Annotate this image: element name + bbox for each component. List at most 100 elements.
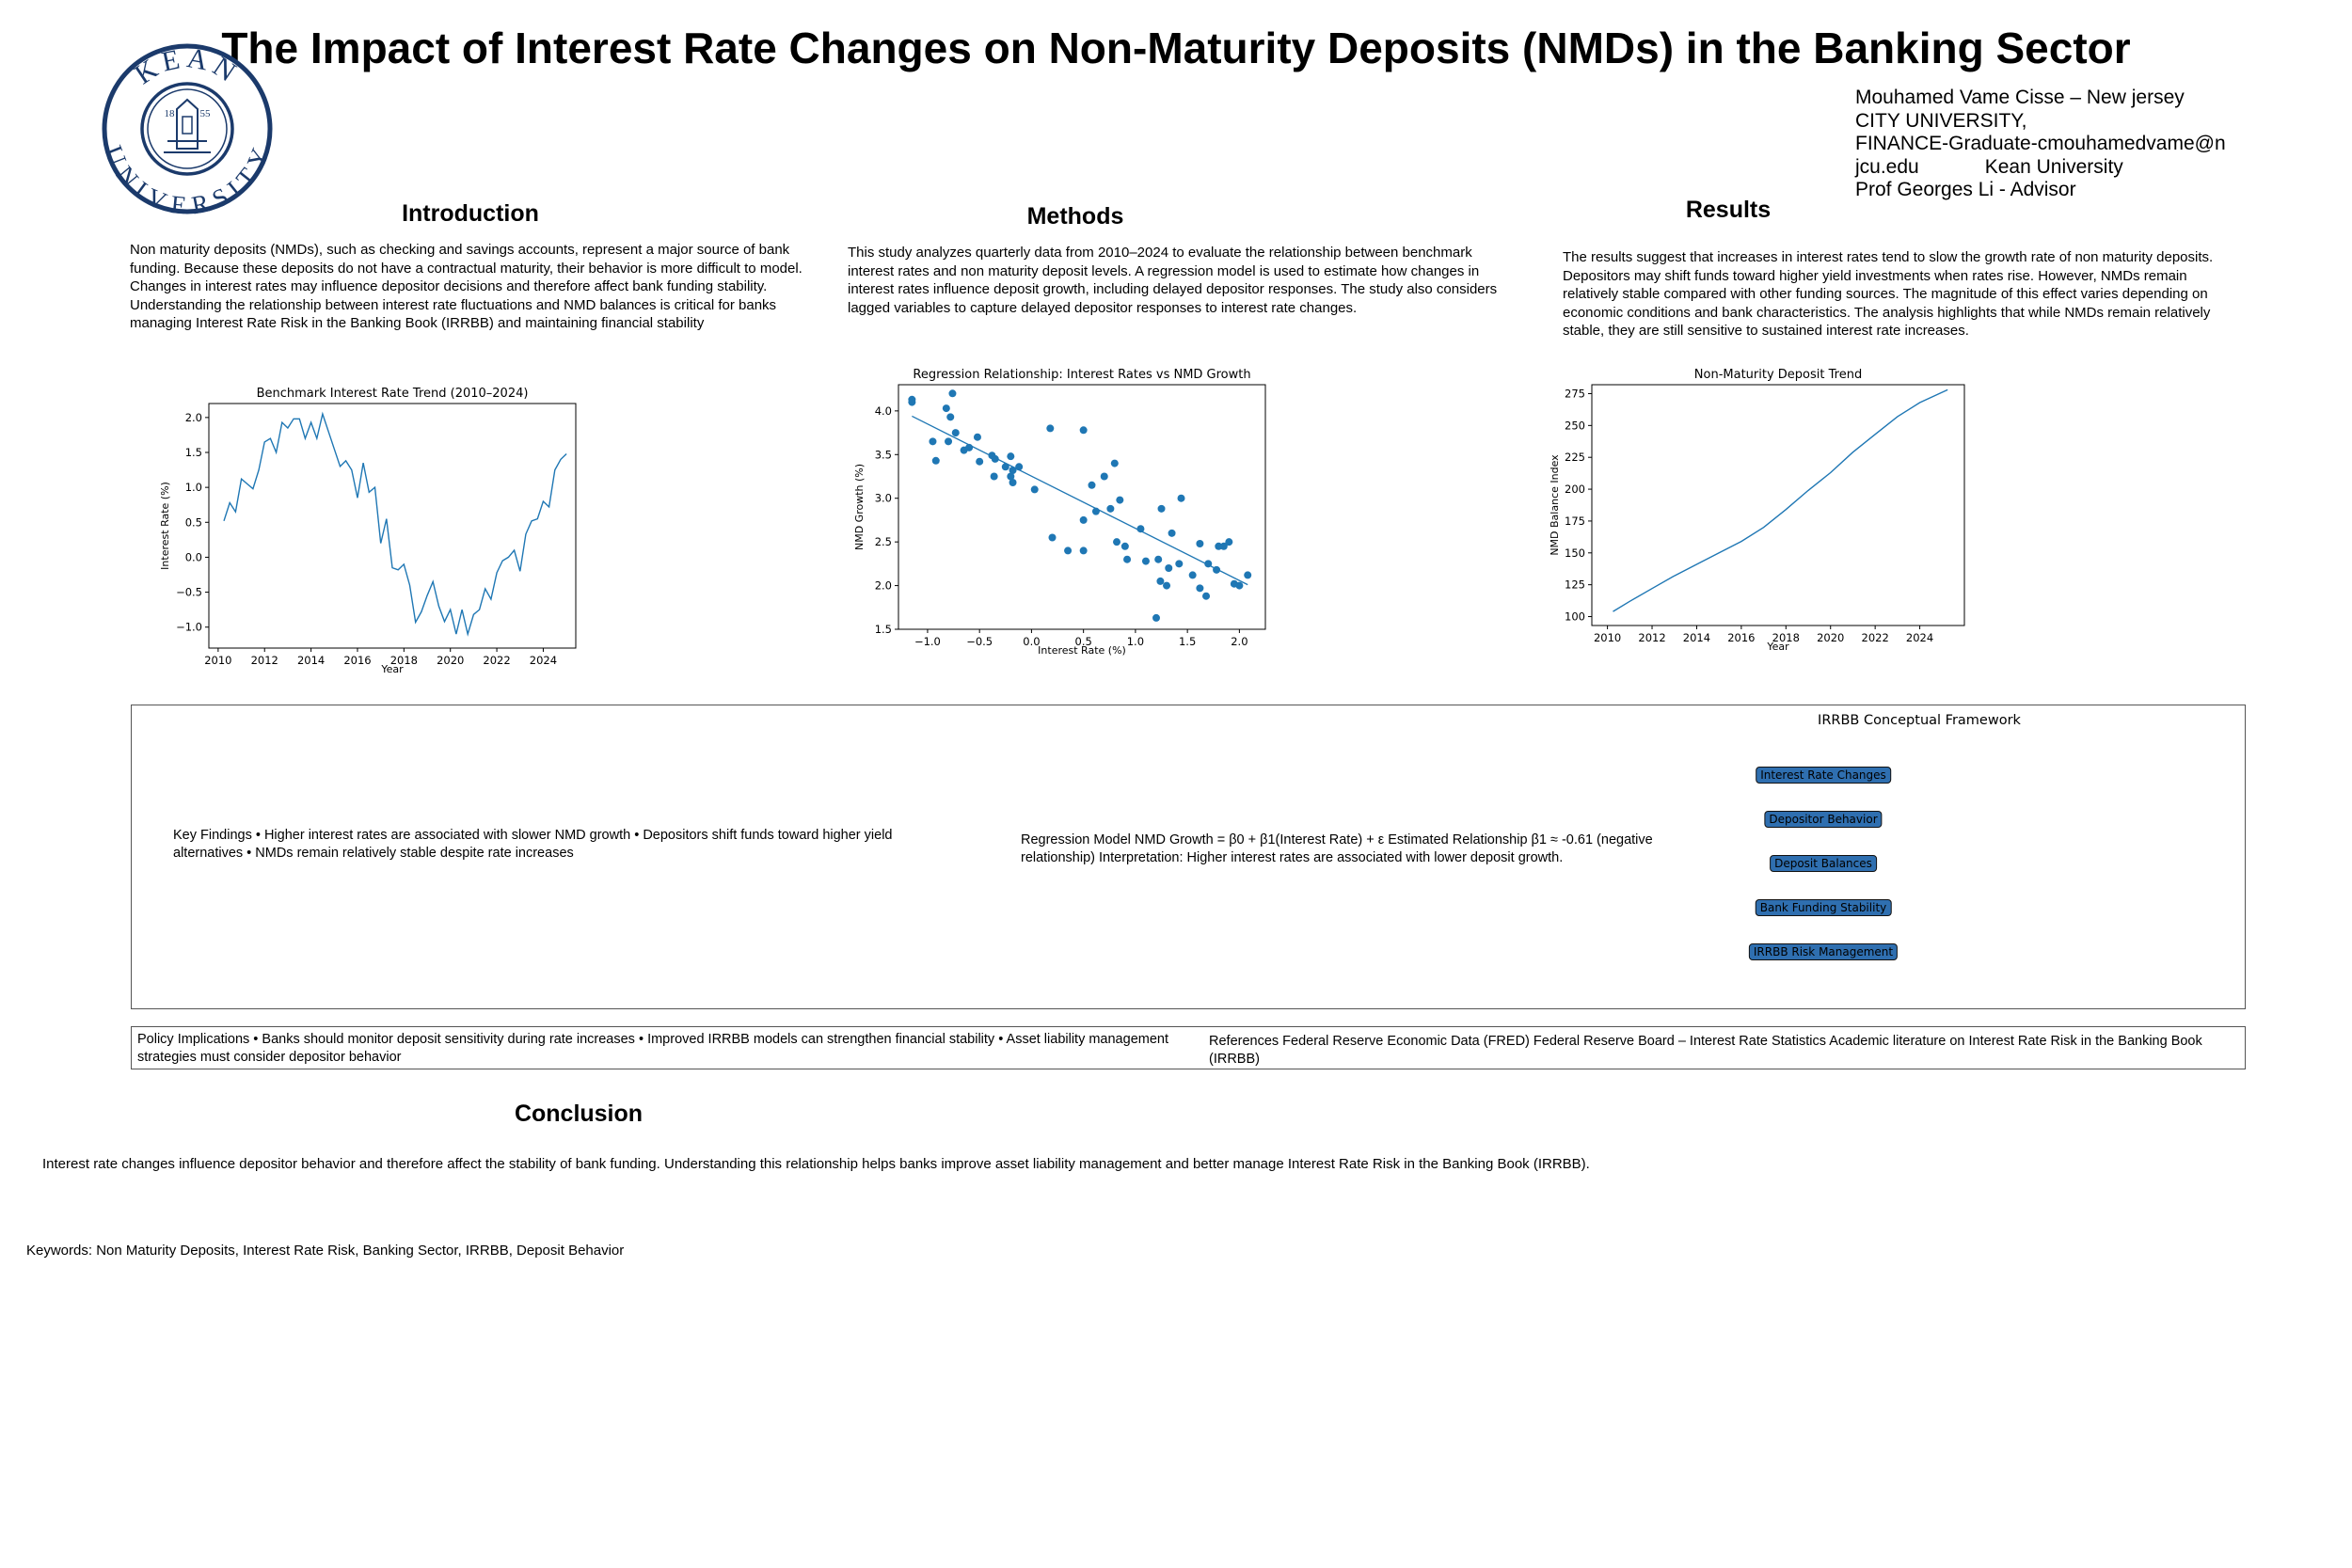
x-tick-label: 0.5: [1075, 635, 1092, 648]
y-tick-label: 0.0: [185, 550, 202, 563]
regression-scatter-chart: Regression Relationship: Interest Rates …: [853, 368, 1266, 657]
author-info: Mouhamed Vame Cisse – New jersey CITY UN…: [1855, 87, 2269, 202]
y-tick-label: 3.5: [875, 448, 892, 461]
chart-title: Regression Relationship: Interest Rates …: [913, 368, 1250, 382]
x-tick-label: 1.5: [1179, 635, 1196, 648]
scatter-point: [1177, 494, 1185, 502]
author-line: CITY UNIVERSITY,: [1855, 109, 2027, 132]
x-tick-label: 2012: [251, 654, 278, 667]
scatter-point: [1156, 577, 1165, 585]
x-tick-label: 2016: [343, 654, 371, 667]
x-tick-label: 2018: [390, 654, 418, 667]
y-tick-label: 250: [1565, 419, 1585, 432]
y-tick-label: 1.5: [185, 446, 202, 459]
y-tick-label: 1.0: [185, 481, 202, 494]
scatter-point: [1157, 504, 1166, 513]
scatter-point: [1163, 581, 1171, 590]
interest-rate-trend-chart: Benchmark Interest Rate Trend (2010–2024…: [159, 387, 577, 675]
scatter-point: [1188, 571, 1197, 579]
framework-box-interest-rate-changes: Interest Rate Changes: [1756, 767, 1891, 784]
scatter-point: [1106, 504, 1115, 513]
results-text: The results suggest that increases in in…: [1563, 249, 2214, 340]
y-tick-label: 175: [1565, 515, 1585, 528]
scatter-point: [908, 398, 916, 406]
scatter-point: [1048, 533, 1057, 542]
author-line: FINANCE-Graduate-cmouhamedvame@n: [1855, 133, 2226, 154]
x-axis-label: Year: [380, 663, 404, 675]
introduction-text: Non maturity deposits (NMDs), such as ch…: [130, 242, 803, 332]
x-tick-label: 2022: [1862, 631, 1889, 644]
framework-box-depositor-behavior: Depositor Behavior: [1764, 811, 1883, 828]
scatter-point: [929, 437, 937, 446]
scatter-point: [1088, 481, 1096, 489]
svg-text:18: 18: [165, 108, 176, 119]
author-line: Prof Georges Li - Advisor: [1855, 179, 2076, 200]
keywords-text: Keywords: Non Maturity Deposits, Interes…: [26, 1243, 625, 1259]
scatter-point: [951, 429, 960, 437]
conclusion-heading: Conclusion: [514, 1101, 644, 1127]
scatter-point: [1215, 542, 1223, 550]
scatter-point: [1204, 560, 1213, 568]
y-tick-label: 0.5: [185, 515, 202, 529]
x-tick-label: 2018: [1772, 631, 1800, 644]
scatter-point: [1015, 463, 1024, 471]
x-tick-label: 2022: [483, 654, 510, 667]
x-tick-label: 2014: [297, 654, 325, 667]
x-tick-label: 2024: [530, 654, 557, 667]
scatter-point: [1079, 515, 1088, 524]
scatter-point: [1202, 592, 1211, 600]
scatter-point: [1123, 555, 1132, 563]
scatter-point: [1244, 571, 1252, 579]
scatter-point: [1120, 542, 1129, 550]
framework-box-deposit-balances: Deposit Balances: [1770, 855, 1877, 872]
methods-text: This study analyzes quarterly data from …: [848, 245, 1498, 316]
scatter-point: [991, 454, 999, 463]
scatter-point: [948, 389, 957, 398]
framework-title: IRRBB Conceptual Framework: [1818, 713, 2021, 728]
scatter-point: [1100, 472, 1108, 481]
x-tick-label: 2020: [437, 654, 464, 667]
scatter-point: [1110, 459, 1119, 467]
scatter-point: [1007, 452, 1015, 461]
methods-heading: Methods: [1026, 203, 1124, 230]
scatter-point: [1219, 542, 1228, 550]
scatter-point: [1046, 424, 1055, 433]
references-text: References Federal Reserve Economic Data…: [1209, 1034, 2202, 1067]
scatter-point: [1009, 467, 1017, 474]
x-tick-label: 2020: [1817, 631, 1844, 644]
scatter-point: [1225, 538, 1233, 546]
key-findings-text: Key Findings • Higher interest rates are…: [173, 828, 893, 861]
x-tick-label: 2012: [1638, 631, 1665, 644]
scatter-point: [1136, 525, 1145, 533]
y-tick-label: −0.5: [176, 586, 202, 599]
y-tick-label: 225: [1565, 451, 1585, 464]
kean-university-seal-logo: KEAN UNIVERSITY 18 55: [102, 43, 273, 214]
svg-text:55: 55: [200, 108, 212, 119]
y-tick-label: 275: [1565, 387, 1585, 400]
x-tick-label: 2010: [204, 654, 231, 667]
scatter-point: [1196, 584, 1204, 593]
scatter-point: [1154, 555, 1163, 563]
chart-title: Non-Maturity Deposit Trend: [1694, 368, 1862, 382]
x-tick-label: 2016: [1727, 631, 1755, 644]
scatter-point: [1009, 479, 1017, 486]
y-tick-label: 100: [1565, 610, 1585, 624]
scatter-point: [945, 437, 953, 446]
y-tick-label: 3.0: [875, 492, 892, 505]
y-tick-label: 2.5: [875, 535, 892, 548]
scatter-point: [1113, 538, 1121, 546]
y-tick-label: 150: [1565, 546, 1585, 560]
results-heading: Results: [1685, 197, 1772, 223]
y-axis-label: NMD Balance Index: [1549, 454, 1561, 556]
scatter-point: [1001, 463, 1009, 471]
scatter-point: [1213, 565, 1221, 574]
scatter-point: [1165, 564, 1173, 572]
author-line: jcu.edu Kean University: [1855, 155, 2123, 178]
regression-fit-line: [912, 415, 1248, 586]
scatter-point: [1168, 529, 1176, 537]
y-axis-label: NMD Growth (%): [853, 464, 866, 550]
findings-framework-panel: Key Findings • Higher interest rates are…: [131, 705, 2246, 1009]
chart-title: Benchmark Interest Rate Trend (2010–2024…: [257, 387, 529, 401]
y-tick-label: 200: [1565, 483, 1585, 496]
scatter-point: [965, 443, 974, 451]
